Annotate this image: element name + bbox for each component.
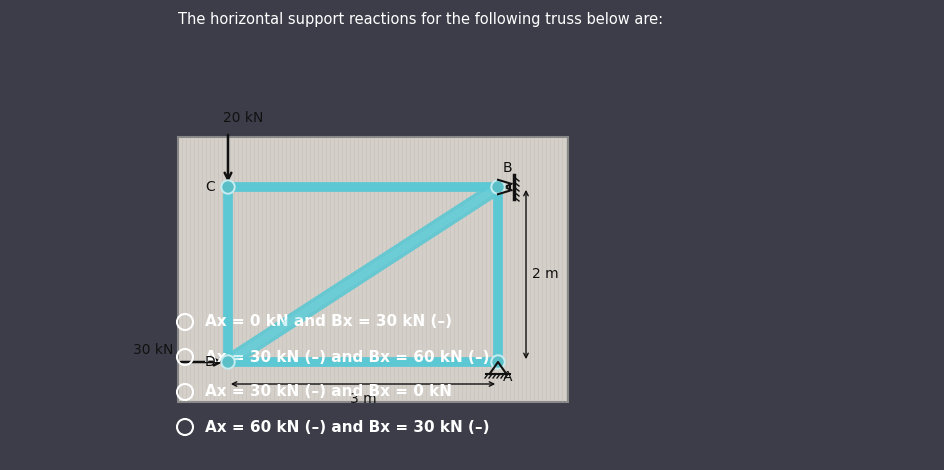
Circle shape <box>491 355 505 369</box>
Circle shape <box>221 180 235 194</box>
Text: A: A <box>503 370 513 384</box>
Circle shape <box>223 182 233 192</box>
Text: D: D <box>204 355 215 369</box>
Circle shape <box>491 180 505 194</box>
Circle shape <box>221 355 235 369</box>
Text: Ax = 30 kN (–) and Bx = 0 kN: Ax = 30 kN (–) and Bx = 0 kN <box>205 384 452 400</box>
Bar <box>178 137 568 402</box>
Text: Ax = 30 kN (–) and Bx = 60 kN (–): Ax = 30 kN (–) and Bx = 60 kN (–) <box>205 350 490 365</box>
Text: 2 m: 2 m <box>532 267 559 282</box>
Text: 30 kN: 30 kN <box>132 343 173 357</box>
Circle shape <box>493 182 503 192</box>
Text: C: C <box>205 180 215 194</box>
Text: Ax = 0 kN and Bx = 30 kN (–): Ax = 0 kN and Bx = 30 kN (–) <box>205 314 452 329</box>
Circle shape <box>223 357 233 367</box>
Text: 20 kN: 20 kN <box>223 111 263 125</box>
Circle shape <box>493 357 503 367</box>
Text: Ax = 60 kN (–) and Bx = 30 kN (–): Ax = 60 kN (–) and Bx = 30 kN (–) <box>205 420 490 434</box>
Text: B: B <box>503 161 513 175</box>
Text: The horizontal support reactions for the following truss below are:: The horizontal support reactions for the… <box>178 12 663 27</box>
Text: 3 m: 3 m <box>349 392 377 406</box>
